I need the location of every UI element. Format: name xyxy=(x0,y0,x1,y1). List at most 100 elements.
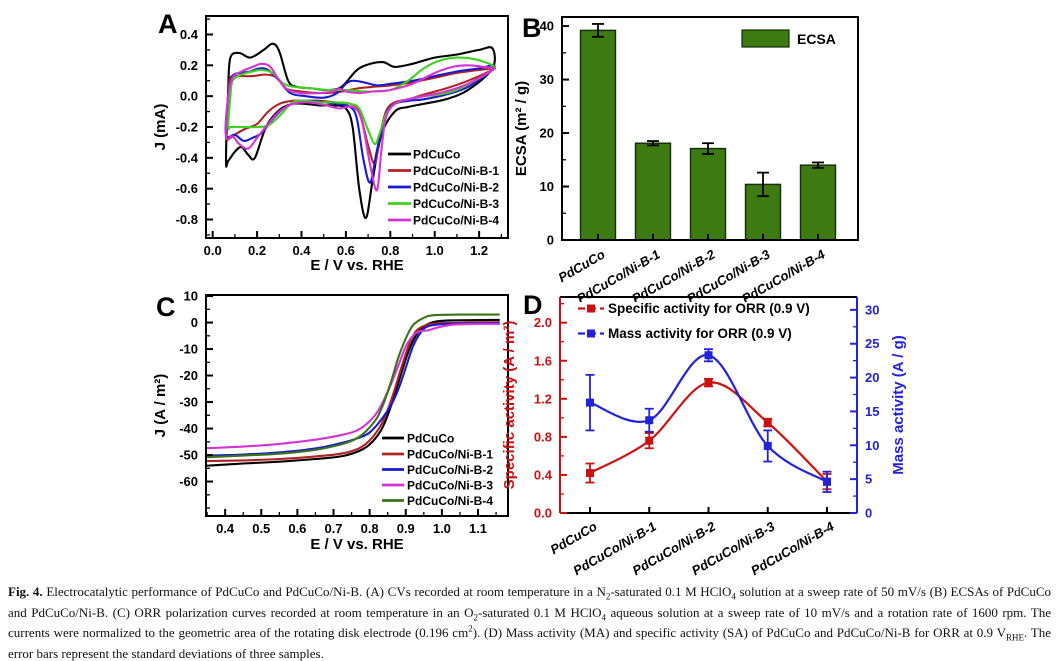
bar-PdCuCo xyxy=(579,29,617,241)
figure-caption: Fig. 4. Electrocatalytic performance of … xyxy=(0,583,1059,661)
legend-marker xyxy=(587,304,595,313)
legend-swatch xyxy=(741,29,790,48)
y-tick-label: 0 xyxy=(547,233,554,248)
y-tick-label: 10 xyxy=(184,289,198,304)
x-tick-label: 0.4 xyxy=(292,243,311,258)
panel-label: A xyxy=(158,9,178,39)
legend-label: PdCuCo/Ni-B-3 xyxy=(407,478,493,492)
y-tick-label: 0 xyxy=(191,315,198,330)
curve-Specific activity for ORR (0.9 V) xyxy=(589,381,828,483)
x-tick-label: 0.8 xyxy=(361,521,379,536)
y-tick-label: 30 xyxy=(540,72,554,87)
right-axis-title: Mass activity (A / g) xyxy=(890,335,907,474)
y-tick-label: -60 xyxy=(179,474,198,489)
legend-label: ECSA xyxy=(797,31,836,47)
y-tick-label: -20 xyxy=(179,368,198,383)
y-tick-label: 20 xyxy=(540,126,554,141)
legend-label: PdCuCo xyxy=(407,431,454,445)
legend-label: PdCuCo/Ni-B-2 xyxy=(413,180,499,194)
y-tick-label: -50 xyxy=(179,448,198,463)
legend-label: PdCuCo/Ni-B-4 xyxy=(413,213,499,227)
legend-label: PdCuCo/Ni-B-2 xyxy=(407,463,493,477)
x-tick-label: 1.1 xyxy=(469,521,487,536)
legend-label: PdCuCo/Ni-B-1 xyxy=(413,164,499,178)
legend-marker xyxy=(587,329,595,338)
y-tick-label: 10 xyxy=(865,438,879,453)
y-axis-title: J (A / m²) xyxy=(152,374,169,438)
curve-PdCuCo xyxy=(207,318,500,467)
curve-PdCuCo/Ni-B-4 xyxy=(224,62,496,192)
curve-PdCuCo/Ni-B-4 xyxy=(207,313,500,459)
x-tick-label: 0.6 xyxy=(288,521,306,536)
y-tick-label: 10 xyxy=(540,179,554,194)
y-tick-label: 1.6 xyxy=(534,353,552,368)
x-tick-label: 0.7 xyxy=(324,521,342,536)
panel-b-ecsa-bar-chart: 010203040PdCuCoPdCuCo/Ni-B-1PdCuCo/Ni-B-… xyxy=(513,13,859,302)
y-tick-label: -10 xyxy=(179,342,198,357)
x-tick-label: 1.0 xyxy=(433,521,451,536)
x-axis-title: E / V vs. RHE xyxy=(310,536,403,553)
plot-frame xyxy=(205,294,509,517)
x-tick-label: 0.5 xyxy=(252,521,270,536)
y-tick-label: 30 xyxy=(865,302,879,317)
y-tick-label: 0.4 xyxy=(534,467,553,482)
curve-PdCuCo/Ni-B-2 xyxy=(207,322,500,457)
y-tick-label: 0.8 xyxy=(534,429,552,444)
y-tick-label: 0.2 xyxy=(180,58,198,73)
panel-d-activity-chart: 0.00.40.81.21.62.0051015202530PdCuCoPdCu… xyxy=(501,290,907,578)
data-marker xyxy=(763,441,772,450)
y-tick-label: -30 xyxy=(179,395,198,410)
y-tick-label: 15 xyxy=(865,404,879,419)
panel-label: D xyxy=(523,290,543,320)
category-label: PdCuCo xyxy=(548,519,600,558)
data-marker xyxy=(586,398,594,407)
legend-label: Mass activity for ORR (0.9 V) xyxy=(608,326,792,341)
y-tick-label: 0 xyxy=(865,506,872,521)
data-marker xyxy=(704,351,713,360)
panel-label: C xyxy=(156,292,176,322)
data-marker xyxy=(823,477,831,486)
y-tick-label: 20 xyxy=(865,370,879,385)
bar-PdCuCo/Ni-B-4 xyxy=(799,164,837,241)
plot-frame xyxy=(561,16,859,241)
legend-label: PdCuCo/Ni-B-4 xyxy=(407,494,493,508)
y-tick-label: -0.8 xyxy=(176,212,198,227)
legend-label: PdCuCo/Ni-B-1 xyxy=(407,447,493,461)
y-tick-label: 0.0 xyxy=(180,89,198,104)
figure-4-panels: 0.0 0.2 0.4 0.6 0.8 1.0 1.2 -0.8 -0.6 -0.4 -0.2 0.0… xyxy=(152,9,907,578)
x-tick-label: 1.0 xyxy=(426,243,444,258)
y-tick-label: 1.2 xyxy=(534,391,552,406)
series-curves xyxy=(224,42,496,220)
y-tick-label: 2.0 xyxy=(534,315,552,330)
y-tick-label: 0.4 xyxy=(180,27,199,42)
y-tick-label: 25 xyxy=(865,336,879,351)
y-tick-label: 5 xyxy=(865,472,872,487)
x-tick-label: 0.9 xyxy=(397,521,415,536)
legend-label: PdCuCo/Ni-B-3 xyxy=(413,197,499,211)
x-tick-label: 0.4 xyxy=(216,521,235,536)
panel-a-cv-chart: 0.0 0.2 0.4 0.6 0.8 1.0 1.2 -0.8 -0.6 -0.4 -0.2 0.0… xyxy=(152,9,509,274)
curve-Mass activity for ORR (0.9 V) xyxy=(589,354,828,483)
y-tick-label: -0.4 xyxy=(176,150,199,165)
y-axis-title: ECSA (m² / g) xyxy=(513,81,530,176)
figure-caption-text: Electrocatalytic performance of PdCuCo a… xyxy=(8,584,1051,661)
x-tick-label: 0.8 xyxy=(381,243,399,258)
y-tick-label: 40 xyxy=(540,19,554,34)
bar-PdCuCo/Ni-B-2 xyxy=(689,147,727,241)
data-marker xyxy=(645,436,654,445)
x-tick-label: 0.0 xyxy=(204,243,222,258)
panel-label: B xyxy=(522,13,542,43)
curve-PdCuCo/Ni-B-3 xyxy=(207,322,500,450)
data-marker xyxy=(704,378,713,387)
legend-label: Specific activity for ORR (0.9 V) xyxy=(608,301,810,316)
data-marker xyxy=(763,418,772,427)
x-tick-label: 1.2 xyxy=(470,243,488,258)
curve-PdCuCo/Ni-B-3 xyxy=(227,56,496,146)
y-tick-label: -0.2 xyxy=(176,120,198,135)
y-tick-label: -40 xyxy=(179,421,198,436)
left-axis-title: Specific activity (A / m²) xyxy=(501,321,518,490)
y-tick-label: 0.0 xyxy=(534,506,552,521)
data-marker xyxy=(645,416,654,425)
y-tick-label: -0.6 xyxy=(176,181,198,196)
